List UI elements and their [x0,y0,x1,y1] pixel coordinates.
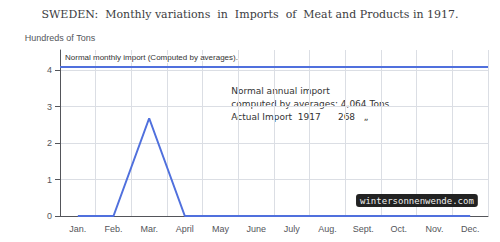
svg-text:3: 3 [47,102,52,112]
svg-text:Nov.: Nov. [426,224,444,234]
svg-text:Normal annual import: Normal annual import [231,86,330,96]
svg-text:Actual Import 1917 268: Actual Import 1917 268 „ [231,112,368,122]
svg-text:SWEDEN: Monthly variations i: SWEDEN: Monthly variations in Imports of… [42,8,459,21]
svg-text:0: 0 [47,211,52,221]
svg-text:July: July [284,224,301,234]
svg-text:Hundreds of Tons: Hundreds of Tons [25,33,96,43]
svg-text:Jan.: Jan. [69,224,86,234]
svg-text:computed by averages: 4,064 To: computed by averages: 4,064 Tons [231,99,389,109]
svg-text:April: April [176,224,194,234]
svg-text:2: 2 [47,138,52,148]
svg-text:June: June [246,224,266,234]
svg-text:Oct.: Oct. [391,224,408,234]
svg-text:Mar.: Mar. [140,224,158,234]
svg-text:Sept.: Sept. [353,224,374,234]
svg-text:Aug.: Aug. [318,224,337,234]
svg-text:1: 1 [47,175,52,185]
svg-text:4: 4 [47,65,52,75]
svg-text:wintersonnenwende.com: wintersonnenwende.com [360,196,474,206]
svg-text:May: May [212,224,230,234]
svg-text:Feb.: Feb. [104,224,122,234]
svg-text:Normal monthly import (Compute: Normal monthly import (Computed by avera… [65,53,238,62]
svg-text:Dec.: Dec. [461,224,480,234]
